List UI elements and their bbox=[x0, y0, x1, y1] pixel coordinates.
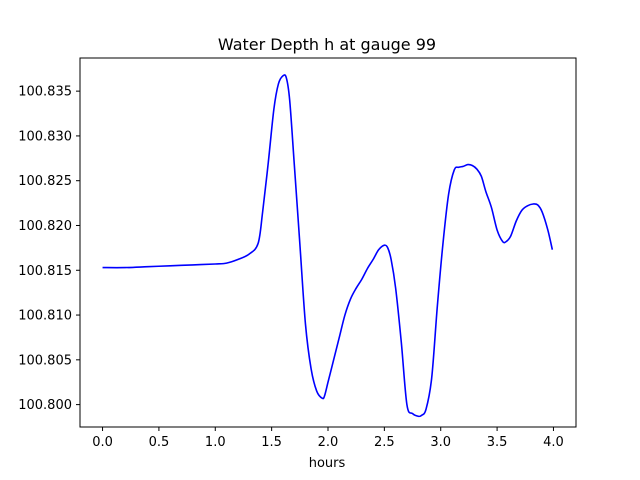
y-tick-label: 100.820 bbox=[18, 219, 72, 234]
y-tick-label: 100.805 bbox=[18, 353, 72, 368]
x-tick-label: 0.5 bbox=[149, 435, 170, 450]
x-tick-label: 3.5 bbox=[487, 435, 508, 450]
y-tick-label: 100.830 bbox=[18, 129, 72, 144]
x-tick-label: 2.5 bbox=[374, 435, 395, 450]
plot-area: 0.0 0.5 1.0 1.5 2.0 2.5 3.0 3.5 4.0 100.800 100.80… bbox=[18, 57, 577, 450]
y-tick-label: 100.835 bbox=[18, 85, 72, 100]
x-tick-label: 1.0 bbox=[205, 435, 226, 450]
series-line-0 bbox=[102, 74, 554, 418]
chart-title: Water Depth h at gauge 99 bbox=[218, 35, 436, 54]
y-tick-label: 100.815 bbox=[18, 264, 72, 279]
x-tick-label: 1.5 bbox=[261, 435, 282, 450]
y-tick-label: 100.800 bbox=[18, 398, 72, 413]
x-axis-label: hours bbox=[309, 456, 346, 471]
x-tick-label: 3.0 bbox=[430, 435, 451, 450]
y-tick-label: 100.810 bbox=[18, 309, 72, 324]
x-tick-label: 2.0 bbox=[318, 435, 339, 450]
y-tick-label: 100.825 bbox=[18, 174, 72, 189]
x-tick-label: 4.0 bbox=[543, 435, 564, 450]
plot-frame bbox=[79, 57, 577, 428]
x-tick-label: 0.0 bbox=[92, 435, 113, 450]
